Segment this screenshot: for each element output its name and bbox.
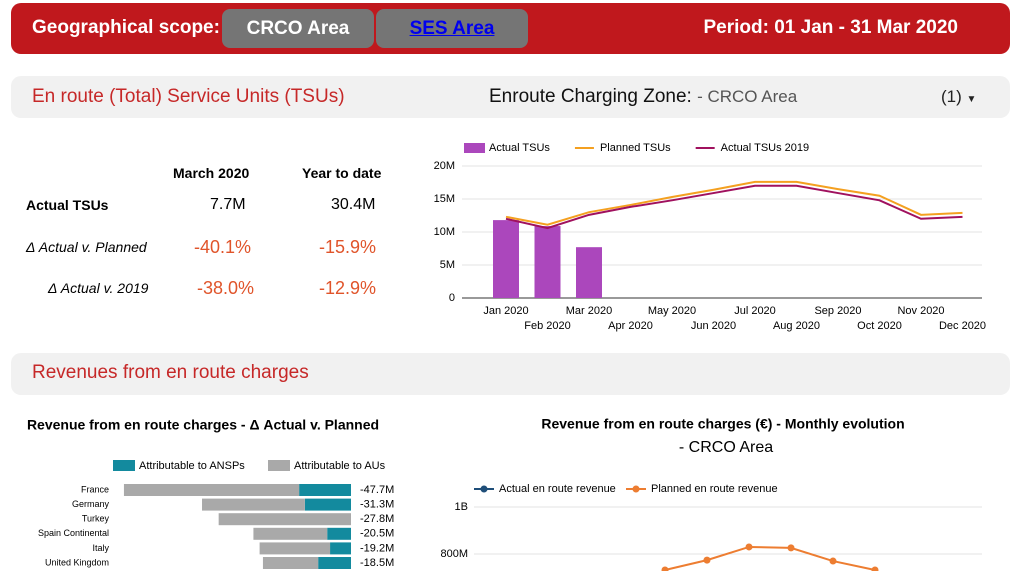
bar-segment — [299, 484, 351, 496]
scope-label: Geographical scope: — [32, 17, 220, 38]
bar — [534, 226, 561, 298]
chart-subtitle: - CRCO Area — [679, 439, 773, 456]
line — [505, 184, 963, 230]
period: Period: 01 Jan - 31 Mar 2020 — [703, 17, 958, 38]
y-tick-label: 800M — [440, 548, 468, 560]
bar-segment — [253, 527, 328, 540]
zone-value: - CRCO Area — [697, 87, 798, 106]
y-tick-label: 5M — [440, 259, 455, 271]
legend-label: Planned TSUs — [600, 142, 671, 154]
kpi-col: March 2020 — [173, 165, 250, 181]
y-tick-label: 15M — [434, 193, 455, 205]
section-bar — [11, 76, 1010, 118]
kpi-row-label: Δ Actual v. Planned — [26, 239, 147, 255]
chart-title: Revenue from en route charges - Δ Actual… — [27, 417, 379, 433]
x-tick-label: Apr 2020 — [608, 320, 653, 332]
x-tick-label: Nov 2020 — [897, 305, 944, 317]
y-tick-label: 1B — [455, 501, 468, 513]
scope-button[interactable]: CRCO Area — [222, 9, 374, 48]
x-tick-label: Jan 2020 — [483, 305, 528, 317]
y-tick-label: United Kingdom — [45, 557, 109, 567]
y-tick-label: Turkey — [82, 514, 110, 524]
x-tick-label: Feb 2020 — [524, 320, 570, 332]
kpi-cell: -38.0% — [197, 278, 255, 298]
x-tick-label: Jun 2020 — [691, 320, 736, 332]
bar-segment — [262, 557, 319, 569]
total-label: -47.7M — [360, 484, 394, 496]
y-tick-label: 10M — [434, 226, 455, 238]
x-tick-label: Oct 2020 — [857, 320, 902, 332]
line — [664, 545, 876, 571]
bar-segment — [202, 498, 305, 511]
y-tick-label: Spain Continental — [38, 528, 109, 538]
total-label: -31.3M — [360, 499, 394, 511]
x-tick-label: Sep 2020 — [814, 305, 861, 317]
bar-segment — [304, 498, 351, 511]
legend-label: Planned en route revenue — [651, 483, 778, 495]
x-tick-label: Mar 2020 — [566, 305, 612, 317]
x-tick-label: Aug 2020 — [773, 320, 820, 332]
kpi-cell: -12.9% — [319, 278, 377, 298]
section-title: Revenues from en route charges — [32, 362, 309, 383]
dropdown-label: (1) — [941, 87, 962, 106]
bar — [576, 247, 602, 298]
point — [787, 544, 795, 552]
bar-segment — [318, 557, 351, 569]
zone-label: Enroute Charging Zone: — [489, 86, 692, 107]
bar-segment — [123, 484, 300, 496]
x-tick-label: Dec 2020 — [939, 320, 986, 332]
kpi-cell: 7.7M — [210, 196, 246, 213]
zone: Enroute Charging Zone: - CRCO Area — [489, 86, 797, 108]
total-label: -20.5M — [360, 528, 394, 540]
total-label: -19.2M — [360, 542, 394, 554]
legend-swatch — [113, 460, 135, 471]
x-tick-label: Jul 2020 — [734, 305, 776, 317]
line — [505, 180, 963, 226]
scope-button[interactable]: SES Area — [376, 9, 528, 48]
point — [703, 556, 711, 564]
bar — [493, 220, 519, 298]
kpi-col: Year to date — [302, 165, 382, 181]
bar-segment — [259, 542, 331, 555]
legend-swatch — [268, 460, 290, 471]
point — [829, 557, 837, 565]
kpi-row-label: Actual TSUs — [26, 197, 109, 213]
y-tick-label: Germany — [72, 499, 110, 509]
legend-label: Attributable to ANSPs — [139, 460, 245, 472]
kpi-cell: -15.9% — [319, 237, 377, 257]
y-tick-label: France — [81, 484, 109, 494]
bar-segment — [218, 513, 351, 526]
dropdown[interactable]: (1) ▼ — [941, 87, 977, 106]
kpi-row-label: Δ Actual v. 2019 — [48, 280, 149, 296]
y-tick-label: Italy — [92, 543, 109, 553]
kpi-cell: -40.1% — [194, 237, 252, 257]
section-bar — [11, 353, 1010, 395]
legend-swatch — [632, 485, 640, 493]
legend-label: Actual TSUs 2019 — [721, 142, 809, 154]
legend-label: Attributable to AUs — [294, 460, 386, 472]
legend-swatch — [480, 485, 488, 493]
legend-label: Actual en route revenue — [499, 483, 616, 495]
point — [745, 543, 753, 551]
bar-segment — [327, 527, 351, 540]
kpi-cell: 30.4M — [331, 196, 376, 213]
y-tick-label: 0 — [449, 292, 455, 304]
legend-label: Actual TSUs — [489, 142, 550, 154]
section-title: En route (Total) Service Units (TSUs) — [32, 86, 345, 107]
x-tick-label: May 2020 — [648, 305, 696, 317]
point — [661, 566, 669, 571]
total-label: -27.8M — [360, 513, 394, 525]
legend-swatch — [464, 143, 485, 153]
chart-title: Revenue from en route charges (€) - Mont… — [541, 416, 904, 432]
total-label: -18.5M — [360, 557, 394, 569]
point — [871, 566, 879, 571]
bar-segment — [330, 542, 351, 555]
y-tick-label: 20M — [434, 160, 455, 172]
